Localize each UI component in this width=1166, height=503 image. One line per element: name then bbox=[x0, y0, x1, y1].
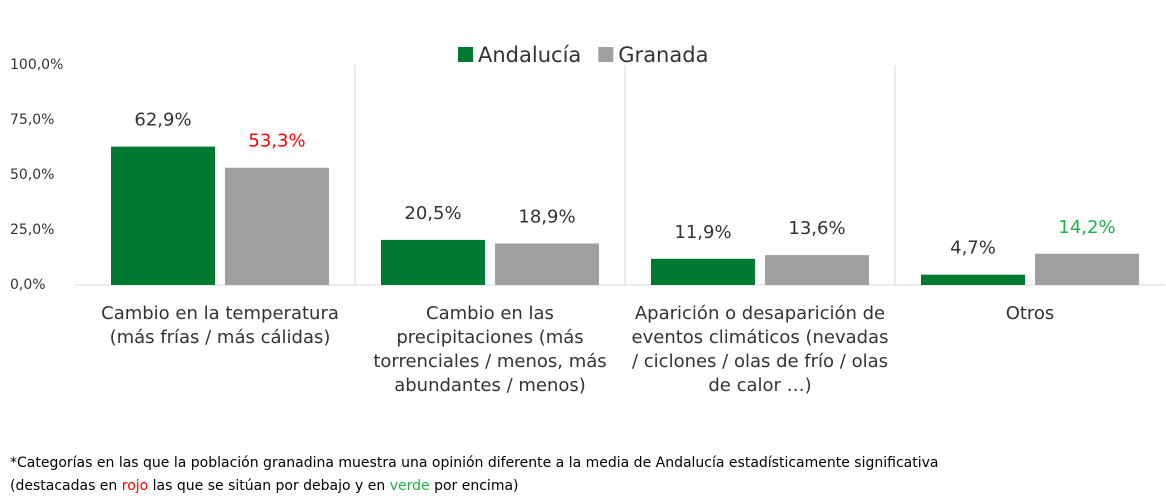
value-label: 13,6% bbox=[788, 218, 845, 239]
y-tick-label: 0,0% bbox=[10, 277, 46, 293]
x-tick-label: Otros bbox=[1005, 303, 1055, 324]
footnote: *Categorías en las que la población gran… bbox=[10, 455, 939, 471]
value-label: 14,2% bbox=[1058, 217, 1115, 238]
bar bbox=[921, 274, 1025, 285]
legend-swatch bbox=[458, 47, 473, 62]
legend-label: Andalucía bbox=[478, 43, 581, 67]
y-tick-label: 100,0% bbox=[10, 57, 63, 73]
footnote-part: por encima) bbox=[429, 478, 519, 494]
x-tick-label: Cambio en la temperatura (más frías / má… bbox=[101, 303, 339, 348]
value-label: 62,9% bbox=[134, 110, 191, 131]
bar bbox=[651, 258, 755, 285]
footnote: (destacadas en rojo las que se sitúan po… bbox=[10, 478, 519, 494]
x-tick-label: Aparición o desaparición de eventos clim… bbox=[631, 303, 889, 396]
value-label: 53,3% bbox=[248, 131, 305, 152]
legend-swatch bbox=[598, 47, 614, 62]
value-label: 11,9% bbox=[674, 222, 731, 243]
footnote-part: las que se sitúan por debajo y en bbox=[148, 478, 390, 494]
footnote-part: verde bbox=[389, 478, 430, 494]
bar bbox=[1035, 253, 1139, 285]
y-tick-label: 75,0% bbox=[10, 112, 54, 128]
footnote-part: rojo bbox=[121, 478, 149, 494]
bar bbox=[225, 167, 329, 285]
footnote-part: (destacadas en bbox=[10, 478, 122, 494]
legend-label: Granada bbox=[618, 43, 708, 67]
y-tick-label: 50,0% bbox=[10, 167, 54, 183]
bar bbox=[111, 146, 215, 285]
bar bbox=[495, 243, 599, 285]
y-tick-label: 25,0% bbox=[10, 222, 54, 238]
value-label: 20,5% bbox=[404, 203, 461, 224]
x-tick-label: Cambio en las precipitaciones (más torre… bbox=[373, 303, 607, 396]
value-label: 4,7% bbox=[950, 238, 996, 259]
bar bbox=[381, 239, 485, 285]
chart: 0,0% 25,0% 50,0% 75,0% 100,0% Andalucía Granad… bbox=[10, 43, 1165, 293]
bar bbox=[765, 255, 869, 285]
value-label: 18,9% bbox=[518, 206, 575, 227]
